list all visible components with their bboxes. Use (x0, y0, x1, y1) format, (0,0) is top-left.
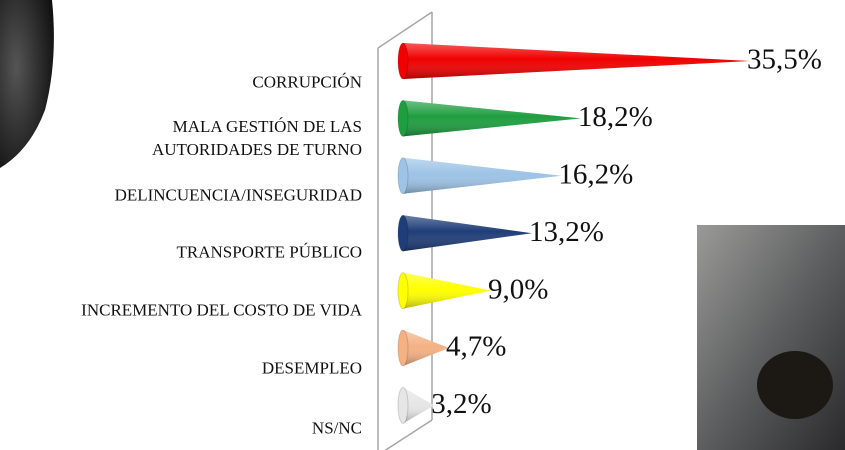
category-label: TRANSPORTE PÚBLICO (176, 242, 362, 262)
photo-decoration (697, 225, 845, 450)
category-label: DELINCUENCIA/INSEGURIDAD (114, 185, 362, 205)
bar-base (397, 272, 409, 310)
category-label: DESEMPLEO (261, 358, 362, 378)
category-label: CORRUPCIÓN (252, 72, 362, 92)
value-label: 3,2% (431, 388, 491, 420)
bar-shade (403, 43, 750, 79)
bar-base (397, 99, 409, 137)
bar-base (397, 157, 409, 195)
bar-shade (403, 215, 533, 252)
value-label: 13,2% (529, 216, 604, 248)
category-label: MALA GESTIÓN DE LAS AUTORIDADES DE TURNO (152, 117, 362, 159)
bar-base (397, 386, 409, 424)
bar-shade (403, 330, 449, 366)
category-label: NS/NC (311, 418, 362, 438)
bar-base (397, 42, 409, 80)
value-label: 16,2% (558, 158, 633, 190)
photo-decoration (757, 351, 833, 419)
bar-shade (403, 272, 491, 309)
photo-decoration (0, 0, 54, 168)
bar-shade (403, 387, 435, 424)
bar-base (397, 329, 409, 367)
value-label: 4,7% (446, 331, 506, 363)
bar-base (397, 214, 409, 252)
bar-shade (403, 157, 562, 194)
bar-shade (403, 100, 581, 137)
value-label: 35,5% (747, 44, 822, 76)
value-label: 9,0% (488, 273, 548, 305)
category-label: INCREMENTO DEL COSTO DE VIDA (81, 300, 362, 320)
value-label: 18,2% (578, 101, 653, 133)
